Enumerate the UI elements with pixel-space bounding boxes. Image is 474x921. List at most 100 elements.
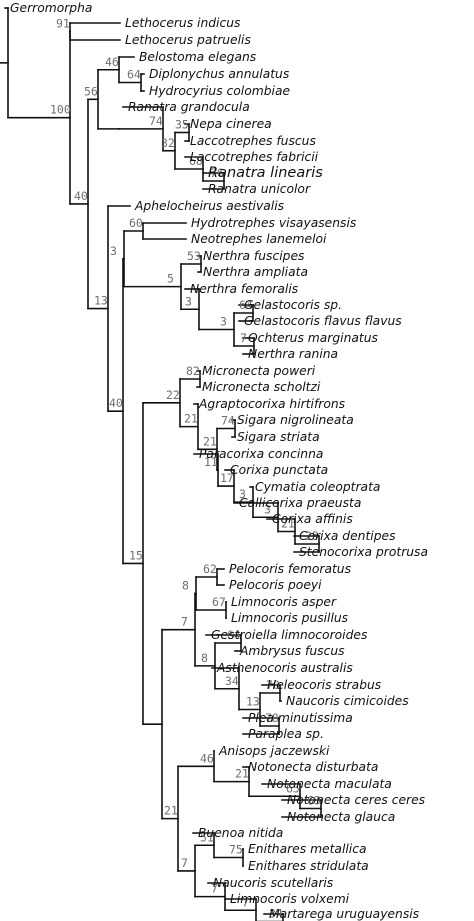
taxon-label: Gerromorpha: [10, 1, 92, 15]
support-value: 64: [127, 68, 141, 82]
taxon-label: Asthenocoris australis: [216, 661, 353, 675]
support-value: 13: [94, 294, 108, 308]
support-value: 74: [149, 114, 163, 128]
support-value: 3: [110, 244, 117, 258]
taxon-label: Callicorixa praeusta: [239, 496, 361, 510]
support-value: 70: [266, 678, 280, 692]
taxon-label: Nerthra fuscipes: [203, 249, 305, 263]
taxon-label: Hydrocyrius colombiae: [149, 84, 290, 98]
support-value: 82: [186, 364, 200, 378]
support-value: 40: [74, 189, 88, 203]
support-value: 78: [265, 711, 279, 725]
taxon-label: Ochterus marginatus: [248, 331, 379, 345]
taxon-label: Stenocorixa protrusa: [299, 545, 428, 559]
taxon-label: Hydrotrephes visayasensis: [191, 216, 357, 230]
support-value: 3: [220, 315, 227, 329]
taxon-label: Martarega uruguayensis: [269, 907, 420, 921]
support-value: 5: [167, 272, 174, 286]
taxon-label: Micronecta poweri: [202, 364, 316, 378]
taxon-label: Pelocoris poeyi: [229, 578, 322, 592]
taxon-label: Anisops jaczewski: [218, 744, 330, 758]
taxon-label: Limnocoris asper: [231, 595, 337, 609]
support-value: 13: [246, 695, 260, 709]
taxon-label: Nerthra ampliata: [203, 265, 308, 279]
taxon-label: Pelocoris femoratus: [229, 562, 352, 576]
support-value: 91: [56, 17, 70, 31]
support-value: 8: [201, 651, 208, 665]
taxon-label: Paracorixa concinna: [199, 447, 323, 461]
support-value: 75: [229, 843, 243, 857]
taxon-label: Corixa affinis: [272, 512, 353, 526]
support-value: 32: [161, 136, 175, 150]
taxon-label: Limnocoris pusillus: [231, 611, 349, 625]
taxon-label: Laccotrephes fuscus: [190, 134, 316, 148]
taxon-label: Lethocerus indicus: [125, 16, 241, 30]
support-value: 22: [166, 388, 180, 402]
support-value: 63: [307, 794, 321, 808]
support-value: 100: [50, 103, 71, 117]
support-value: 3: [185, 294, 192, 308]
taxon-label: Lethocerus patruelis: [125, 33, 251, 47]
support-value: 34: [269, 907, 283, 921]
taxon-label: Notonecta disturbata: [248, 760, 378, 774]
taxon-label: Laccotrephes fabricii: [190, 150, 319, 164]
taxon-label: Gelastocoris sp.: [244, 298, 342, 312]
support-value: 60: [129, 216, 143, 230]
support-value: 3: [264, 502, 271, 516]
taxon-label: Plea minutissima: [248, 711, 353, 725]
support-value: 7: [211, 882, 218, 896]
support-value: 34: [225, 674, 239, 688]
taxon-label: Neotrephes lanemeloi: [191, 232, 327, 246]
support-value: 35: [175, 118, 189, 132]
support-value: 51: [200, 830, 214, 844]
taxon-label: Gestroiella limnocoroides: [211, 628, 368, 642]
taxon-label: Nerthra femoralis: [190, 282, 299, 296]
taxon-label: Enithares metallica: [248, 842, 367, 856]
support-value: 68: [189, 154, 203, 168]
support-value: 40: [109, 396, 123, 410]
support-value: 62: [203, 562, 217, 576]
support-value: 7: [240, 331, 247, 345]
taxon-label: Gelastocoris flavus flavus: [244, 314, 402, 328]
support-value: 17: [220, 471, 234, 485]
support-value: 7: [181, 856, 188, 870]
support-value: 53: [187, 249, 201, 263]
taxon-label: Belostoma elegans: [139, 50, 257, 64]
taxon-label: Naucoris scutellaris: [213, 876, 334, 890]
support-value: 76: [210, 166, 224, 180]
taxon-label: Ranatra unicolor: [208, 182, 311, 196]
support-value: 21: [164, 804, 178, 818]
support-value: 7: [181, 615, 188, 629]
taxon-label: Nepa cinerea: [190, 117, 272, 131]
taxon-label: Ranatra linearis: [208, 165, 323, 181]
taxon-label: Heleocoris strabus: [267, 678, 382, 692]
taxon-label: Ambrysus fuscus: [239, 644, 345, 658]
support-value: 46: [105, 55, 119, 69]
support-value: 74: [221, 414, 235, 428]
support-value: 21: [281, 517, 295, 531]
support-value: 21: [203, 434, 217, 448]
taxon-label: Enithares stridulata: [248, 859, 369, 873]
taxon-label: Notonecta ceres ceres: [287, 793, 426, 807]
support-value: 56: [84, 84, 98, 98]
taxon-label: Notonecta maculata: [267, 777, 392, 791]
taxon-label: Sigara nigrolineata: [237, 413, 354, 427]
support-value: 7: [242, 895, 249, 909]
support-value: 64: [239, 298, 253, 312]
support-value: 64: [227, 628, 241, 642]
support-value: 46: [200, 751, 214, 765]
taxon-label: Corixa punctata: [230, 463, 328, 477]
support-value: 3: [239, 487, 246, 501]
support-value: 25: [305, 529, 319, 543]
support-value: 21: [184, 412, 198, 426]
taxon-label: Notonecta glauca: [287, 810, 395, 824]
taxon-label: Agraptocorixa hirtifrons: [198, 397, 346, 411]
taxon-label: Buenoa nitida: [198, 826, 283, 840]
taxon-label: Diplonychus annulatus: [149, 67, 290, 81]
support-value: 67: [212, 595, 226, 609]
support-value: 21: [235, 767, 249, 781]
taxon-label: Corixa dentipes: [299, 529, 396, 543]
taxon-label: Naucoris cimicoides: [286, 694, 409, 708]
taxon-label: Nerthra ranina: [248, 347, 338, 361]
